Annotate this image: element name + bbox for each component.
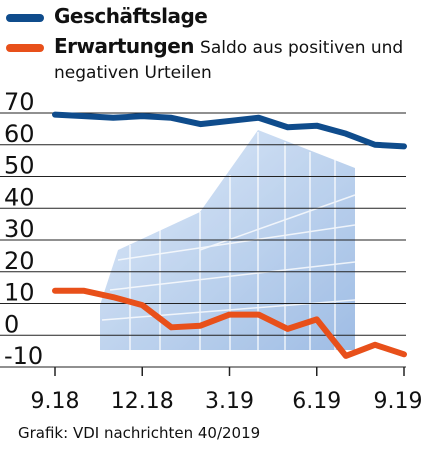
y-tick-label: 40 xyxy=(4,183,35,211)
x-tick-label: 12.18 xyxy=(111,389,174,414)
legend-item-erwartungen: Erwartungen Saldo aus positiven und xyxy=(6,34,422,61)
series-line-erwartungen xyxy=(52,287,407,359)
x-tick-label: 6.19 xyxy=(292,389,341,414)
legend-item-geschaeftslage: Geschäftslage xyxy=(6,4,422,34)
legend: Geschäftslage Erwartungen Saldo aus posi… xyxy=(6,4,422,61)
y-tick-label: 20 xyxy=(4,247,35,275)
y-tick-label: 0 xyxy=(4,310,19,338)
source-credit: Grafik: VDI nachrichten 40/2019 xyxy=(18,424,261,442)
legend-swatch-orange xyxy=(6,44,44,52)
legend-note: Saldo aus positiven und xyxy=(200,38,404,58)
legend-label: Geschäftslage xyxy=(54,4,208,28)
series-lines xyxy=(52,111,407,359)
y-tick-label: 60 xyxy=(4,120,35,148)
x-tick-label: 9.19 xyxy=(374,389,423,414)
y-tick-label: 30 xyxy=(4,215,35,243)
x-tick-label: 9.18 xyxy=(31,389,80,414)
y-tick-label: 10 xyxy=(4,279,35,307)
legend-note-line2: negativen Urteilen xyxy=(54,63,212,83)
x-tick-label: 3.19 xyxy=(205,389,254,414)
y-axis-ticks: 70 60 50 40 30 20 10 0 -10 xyxy=(4,88,43,370)
legend-label: Erwartungen xyxy=(54,34,195,58)
x-axis-ticks: 9.18 12.18 3.19 6.19 9.19 xyxy=(31,367,423,414)
series-line-geschaeftslage xyxy=(52,111,407,150)
y-tick-label: 50 xyxy=(4,152,35,180)
legend-swatch-blue xyxy=(6,14,44,22)
y-tick-label: 70 xyxy=(4,88,35,116)
y-tick-label: -10 xyxy=(4,342,43,370)
